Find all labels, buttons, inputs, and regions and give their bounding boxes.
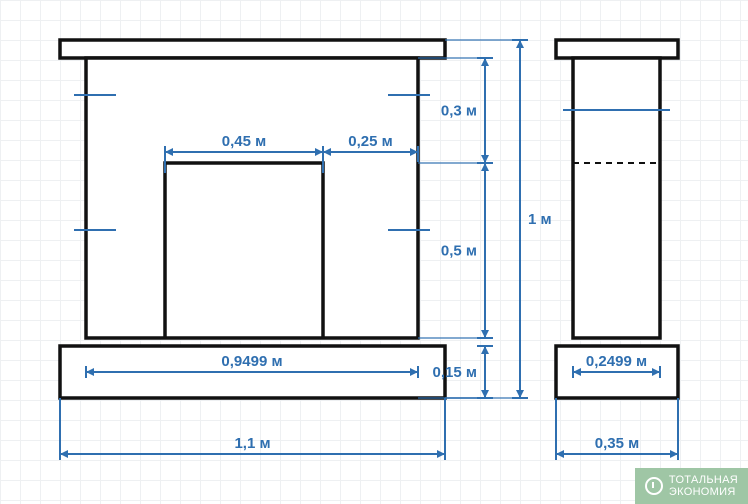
diagram-svg: 1 м 0,3 м 0,5 м 0,15 м 0,45 м 0,25 м 0,9499 м 1… xyxy=(0,0,748,504)
svg-text:0,9499 м: 0,9499 м xyxy=(221,353,282,370)
badge-text: ТОТАЛЬНАЯ ЭКОНОМИЯ xyxy=(669,474,738,498)
svg-text:0,25 м: 0,25 м xyxy=(348,133,392,150)
stage: 1 м 0,3 м 0,5 м 0,15 м 0,45 м 0,25 м 0,9499 м 1… xyxy=(0,0,748,504)
badge-line2: ЭКОНОМИЯ xyxy=(669,486,736,498)
svg-text:0,2499 м: 0,2499 м xyxy=(586,353,647,370)
svg-text:1,1 м: 1,1 м xyxy=(234,435,270,452)
svg-text:1 м: 1 м xyxy=(528,211,552,228)
svg-text:0,45 м: 0,45 м xyxy=(222,133,266,150)
brand-badge: ТОТАЛЬНАЯ ЭКОНОМИЯ xyxy=(635,468,748,504)
svg-text:0,15 м: 0,15 м xyxy=(433,364,477,381)
timer-icon xyxy=(645,477,663,495)
svg-text:0,3 м: 0,3 м xyxy=(441,103,477,120)
badge-line1: ТОТАЛЬНАЯ xyxy=(669,474,738,486)
svg-text:0,35 м: 0,35 м xyxy=(595,435,639,452)
svg-text:0,5 м: 0,5 м xyxy=(441,243,477,260)
